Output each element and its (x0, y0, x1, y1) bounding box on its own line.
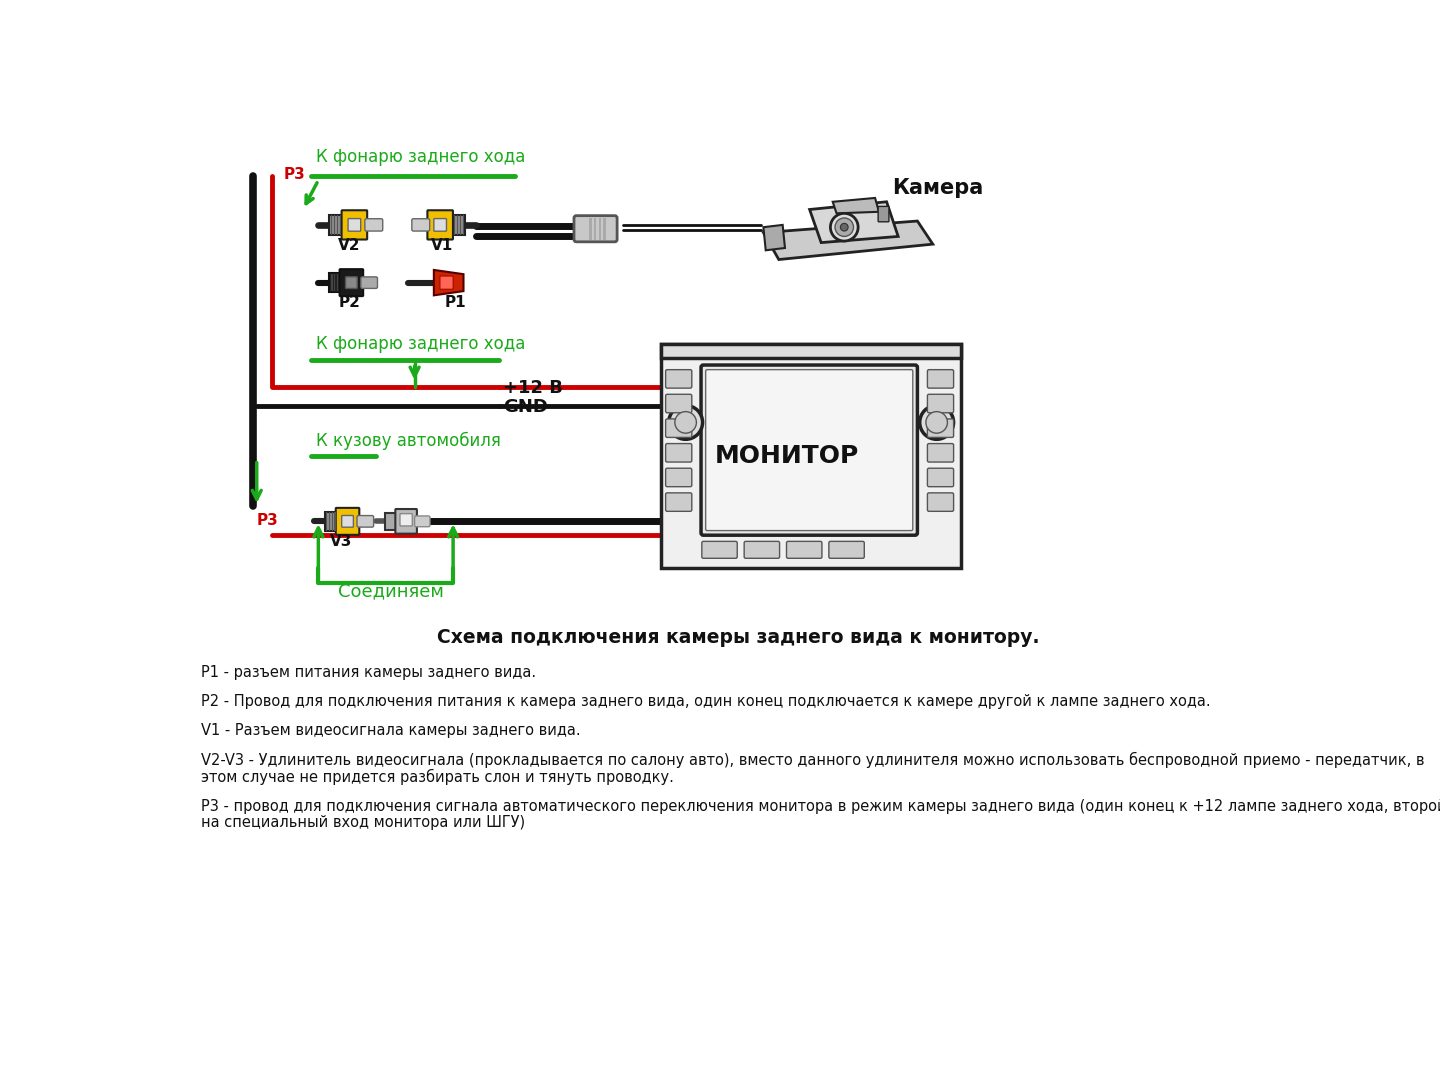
Text: Камера: Камера (891, 178, 984, 198)
FancyBboxPatch shape (386, 512, 396, 530)
FancyBboxPatch shape (324, 512, 337, 531)
FancyBboxPatch shape (603, 218, 606, 239)
Text: Соединяем: Соединяем (337, 583, 444, 600)
Text: +12 В: +12 В (503, 379, 563, 397)
Text: Схема подключения камеры заднего вида к монитору.: Схема подключения камеры заднего вида к … (436, 627, 1040, 646)
Polygon shape (809, 202, 899, 242)
FancyBboxPatch shape (396, 509, 418, 534)
Circle shape (920, 405, 953, 440)
FancyBboxPatch shape (328, 273, 340, 292)
FancyBboxPatch shape (878, 207, 888, 222)
FancyBboxPatch shape (433, 219, 446, 232)
FancyBboxPatch shape (341, 210, 367, 239)
FancyBboxPatch shape (701, 541, 737, 559)
Polygon shape (763, 221, 933, 259)
FancyBboxPatch shape (340, 269, 363, 296)
Text: V1 - Разъем видеосигнала камеры заднего вида.: V1 - Разъем видеосигнала камеры заднего … (200, 724, 580, 739)
FancyBboxPatch shape (706, 370, 913, 531)
FancyBboxPatch shape (599, 218, 600, 239)
FancyBboxPatch shape (348, 219, 360, 232)
Text: P1 - разъем питания камеры заднего вида.: P1 - разъем питания камеры заднего вида. (200, 665, 536, 680)
Circle shape (675, 412, 697, 433)
Text: К фонарю заднего хода: К фонарю заднего хода (315, 148, 526, 165)
Circle shape (835, 218, 854, 237)
Circle shape (831, 213, 858, 241)
FancyBboxPatch shape (361, 277, 377, 288)
FancyBboxPatch shape (665, 419, 691, 437)
Text: GND: GND (503, 399, 549, 416)
Text: V2-V3 - Удлинитель видеосигнала (прокладывается по салону авто), вместо данного : V2-V3 - Удлинитель видеосигнала (проклад… (200, 753, 1424, 769)
FancyBboxPatch shape (439, 276, 454, 289)
FancyBboxPatch shape (346, 277, 357, 288)
FancyBboxPatch shape (927, 468, 953, 487)
FancyBboxPatch shape (701, 366, 917, 535)
Text: P2 - Провод для подключения питания к камера заднего вида, один конец подключает: P2 - Провод для подключения питания к ка… (200, 694, 1210, 709)
FancyBboxPatch shape (744, 541, 779, 559)
Polygon shape (763, 225, 785, 250)
FancyBboxPatch shape (665, 468, 691, 487)
Text: P3: P3 (256, 513, 278, 528)
FancyBboxPatch shape (364, 219, 383, 232)
Text: К фонарю заднего хода: К фонарю заднего хода (315, 336, 526, 354)
FancyBboxPatch shape (357, 516, 373, 527)
Text: К кузову автомобиля: К кузову автомобиля (315, 432, 501, 450)
FancyBboxPatch shape (927, 394, 953, 413)
FancyBboxPatch shape (665, 493, 691, 511)
FancyBboxPatch shape (428, 210, 454, 239)
FancyBboxPatch shape (661, 344, 962, 567)
FancyBboxPatch shape (927, 419, 953, 437)
FancyBboxPatch shape (665, 394, 691, 413)
Text: V2: V2 (338, 238, 360, 253)
Text: на специальный вход монитора или ШГУ): на специальный вход монитора или ШГУ) (200, 816, 524, 831)
FancyBboxPatch shape (412, 219, 429, 232)
FancyBboxPatch shape (661, 344, 962, 358)
FancyBboxPatch shape (665, 444, 691, 462)
FancyBboxPatch shape (330, 214, 343, 235)
Text: V1: V1 (431, 238, 452, 253)
FancyBboxPatch shape (575, 215, 618, 242)
Text: P1: P1 (445, 295, 467, 310)
Text: P3 - провод для подключения сигнала автоматического переключения монитора в режи: P3 - провод для подключения сигнала авто… (200, 799, 1440, 814)
Polygon shape (433, 270, 464, 296)
FancyBboxPatch shape (589, 218, 592, 239)
FancyBboxPatch shape (927, 493, 953, 511)
Text: этом случае не придется разбирать слон и тянуть проводку.: этом случае не придется разбирать слон и… (200, 770, 674, 786)
FancyBboxPatch shape (341, 516, 353, 527)
Text: P3: P3 (284, 166, 305, 181)
Circle shape (668, 405, 703, 440)
Text: P2: P2 (338, 295, 360, 310)
FancyBboxPatch shape (452, 214, 465, 235)
Circle shape (841, 223, 848, 232)
FancyBboxPatch shape (336, 508, 360, 535)
FancyBboxPatch shape (829, 541, 864, 559)
FancyBboxPatch shape (595, 218, 596, 239)
Text: МОНИТОР: МОНИТОР (716, 444, 860, 467)
Polygon shape (832, 198, 878, 213)
FancyBboxPatch shape (927, 370, 953, 388)
Circle shape (926, 412, 948, 433)
FancyBboxPatch shape (665, 370, 691, 388)
FancyBboxPatch shape (415, 516, 431, 526)
Text: V3: V3 (330, 534, 353, 549)
FancyBboxPatch shape (786, 541, 822, 559)
FancyBboxPatch shape (927, 444, 953, 462)
FancyBboxPatch shape (400, 513, 412, 526)
